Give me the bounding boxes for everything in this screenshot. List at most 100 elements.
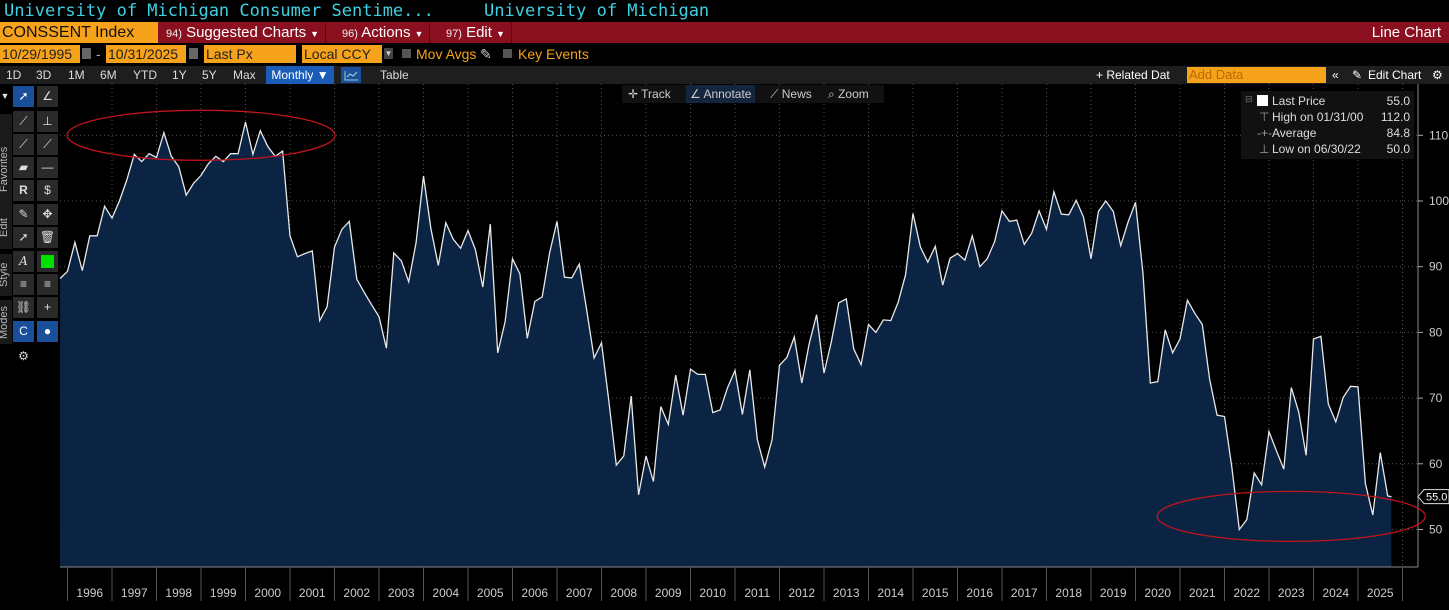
- title-bar: University of Michigan Consumer Sentime.…: [0, 0, 1449, 22]
- range-6m[interactable]: 6M: [100, 68, 117, 82]
- legend-last-label: Last Price: [1272, 94, 1326, 108]
- x-tick-label: 1998: [165, 586, 192, 600]
- range-1m[interactable]: 1M: [68, 68, 85, 82]
- menu-number: 96): [342, 28, 358, 40]
- last-price-tag: [1417, 489, 1449, 505]
- calendar-icon[interactable]: [189, 48, 198, 59]
- legend-last-value: 55.0: [1386, 94, 1410, 108]
- x-tick-label: 2004: [432, 586, 459, 600]
- pointer-icon[interactable]: ➚: [13, 86, 34, 107]
- channel-tool-icon[interactable]: ▰: [13, 157, 34, 178]
- currency-select[interactable]: Local CCY: [302, 45, 382, 63]
- x-tick-label: 2002: [343, 586, 370, 600]
- collapse-arrow-icon[interactable]: ▼: [0, 91, 10, 101]
- key-events-checkbox[interactable]: [503, 49, 512, 58]
- menu-bar: CONSSENT Index 94) Suggested Charts ▼ 96)…: [0, 22, 1449, 43]
- y-tick-label: 80: [1429, 325, 1443, 339]
- calendar-icon[interactable]: [82, 48, 91, 59]
- series-area: [60, 122, 1392, 567]
- field-select[interactable]: Last Px: [204, 45, 296, 63]
- x-tick-label: 2017: [1011, 586, 1038, 600]
- ticker-field[interactable]: CONSSENT Index: [0, 22, 158, 43]
- x-tick-label: 2020: [1144, 586, 1171, 600]
- start-date-input[interactable]: 10/29/1995: [0, 45, 80, 63]
- suggested-charts-menu[interactable]: 94) Suggested Charts ▼: [160, 22, 327, 43]
- y-tick-label: 90: [1429, 260, 1443, 274]
- track-button[interactable]: ✛ Track: [628, 85, 671, 103]
- tab-style[interactable]: Style: [0, 254, 12, 296]
- end-date-input[interactable]: 10/31/2025: [106, 45, 186, 63]
- collapse-icon[interactable]: «: [1332, 68, 1339, 82]
- range-toolbar: 1D 3D 1M 6M YTD 1Y 5Y Max Monthly ▼ Tabl…: [0, 66, 1449, 84]
- line-weight-icon[interactable]: ≡: [13, 274, 34, 295]
- select-icon[interactable]: ➚: [13, 227, 34, 248]
- annotate-icon[interactable]: ∠: [37, 86, 58, 107]
- lock-add-icon[interactable]: +: [37, 297, 58, 318]
- move-icon[interactable]: ✥: [37, 204, 58, 225]
- edit-menu[interactable]: 97) Edit ▼: [440, 22, 512, 43]
- tab-modes[interactable]: Modes: [0, 300, 12, 344]
- annotate-button[interactable]: ∠ Annotate: [686, 85, 756, 103]
- range-1y[interactable]: 1Y: [172, 68, 187, 82]
- key-events-label[interactable]: Key Events: [518, 46, 589, 62]
- menu-label: Suggested Charts: [186, 24, 307, 41]
- x-tick-label: 2019: [1100, 586, 1127, 600]
- chart-type-label[interactable]: Line Chart: [1371, 24, 1441, 41]
- gear-icon[interactable]: ⚙: [1432, 68, 1443, 82]
- color-mode-icon[interactable]: ●: [37, 321, 58, 342]
- news-button[interactable]: ⟋ News: [770, 85, 812, 103]
- tab-edit[interactable]: Edit: [0, 207, 12, 249]
- pencil-icon[interactable]: ✎: [480, 46, 492, 62]
- retracement-icon[interactable]: R: [13, 180, 34, 201]
- chart-controls: 10/29/1995 - 10/31/2025 Last Px Local CC…: [0, 45, 1449, 64]
- crosshair-icon: ✛: [628, 87, 642, 101]
- y-tick-label: 70: [1429, 391, 1443, 405]
- caret-down-icon: ▼: [414, 29, 424, 39]
- series-line: [59, 122, 1392, 532]
- trash-icon[interactable]: 🗑: [37, 227, 58, 248]
- security-title: University of Michigan Consumer Sentime.…: [4, 1, 434, 21]
- range-max[interactable]: Max: [233, 68, 256, 82]
- line-style-icon[interactable]: ≡: [37, 274, 58, 295]
- annotation-ellipse: [66, 109, 336, 161]
- settings-gear-icon[interactable]: ⚙: [18, 349, 29, 363]
- range-5y[interactable]: 5Y: [202, 68, 217, 82]
- x-tick-label: 2006: [521, 586, 548, 600]
- ray-tool-icon[interactable]: ⟋: [13, 134, 34, 155]
- x-tick-label: 2018: [1055, 586, 1082, 600]
- actions-menu[interactable]: 96) Actions ▼: [336, 22, 431, 43]
- line-tool-icon[interactable]: ⟋: [13, 111, 34, 132]
- mov-avgs-label[interactable]: Mov Avgs: [416, 46, 477, 62]
- menu-number: 94): [166, 28, 182, 40]
- collapse-icon[interactable]: ⊟: [1245, 94, 1253, 104]
- zoom-button[interactable]: ⌕ Zoom: [828, 85, 869, 103]
- color-picker-icon[interactable]: [37, 251, 58, 272]
- news-icon: ⟋: [770, 87, 782, 101]
- link-icon[interactable]: ⛓: [13, 297, 34, 318]
- annotate-icon: ∠: [690, 87, 704, 101]
- range-3d[interactable]: 3D: [36, 68, 52, 82]
- price-measure-icon[interactable]: $: [37, 180, 58, 201]
- edit-chart-button[interactable]: Edit Chart: [1368, 68, 1422, 82]
- extended-line-icon[interactable]: ⟋: [37, 134, 58, 155]
- source-title: University of Michigan: [484, 1, 710, 21]
- line-chart-icon[interactable]: [341, 67, 361, 83]
- frequency-select[interactable]: Monthly ▼: [266, 66, 334, 84]
- horizontal-line-icon[interactable]: —: [37, 157, 58, 178]
- add-data-input[interactable]: Add Data: [1187, 67, 1326, 83]
- pen-icon[interactable]: ✎: [13, 204, 34, 225]
- legend-avg-label: Average: [1272, 126, 1317, 140]
- pencil-icon: ✎: [1352, 68, 1363, 82]
- mov-avgs-checkbox[interactable]: [402, 49, 411, 58]
- high-marker-icon: ⊤: [1259, 110, 1270, 124]
- magnet-icon[interactable]: C: [13, 321, 34, 342]
- range-1d[interactable]: 1D: [6, 68, 22, 82]
- dropdown-arrow-icon[interactable]: ▼: [384, 48, 393, 59]
- percent-measure-icon[interactable]: ⊥: [37, 111, 58, 132]
- chart[interactable]: 50 60 70 80 90 100 110 55.0 1996 1997 1998 1999 200…: [0, 84, 1449, 610]
- table-tab[interactable]: Table: [380, 68, 409, 82]
- x-tick-label: 2014: [877, 586, 904, 600]
- range-ytd[interactable]: YTD: [133, 68, 157, 82]
- related-data-button[interactable]: + Related Dat: [1096, 68, 1170, 82]
- font-style-icon[interactable]: A: [13, 251, 34, 272]
